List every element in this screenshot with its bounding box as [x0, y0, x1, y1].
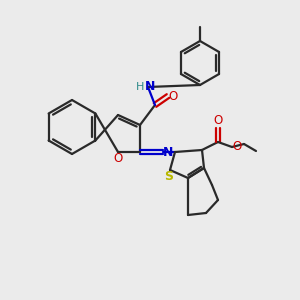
Text: O: O — [168, 89, 178, 103]
Text: O: O — [232, 140, 242, 154]
Text: H: H — [136, 82, 144, 92]
Text: S: S — [164, 170, 173, 184]
Text: O: O — [113, 152, 123, 166]
Text: N: N — [145, 80, 155, 94]
Text: O: O — [213, 115, 223, 128]
Text: N: N — [163, 146, 173, 158]
